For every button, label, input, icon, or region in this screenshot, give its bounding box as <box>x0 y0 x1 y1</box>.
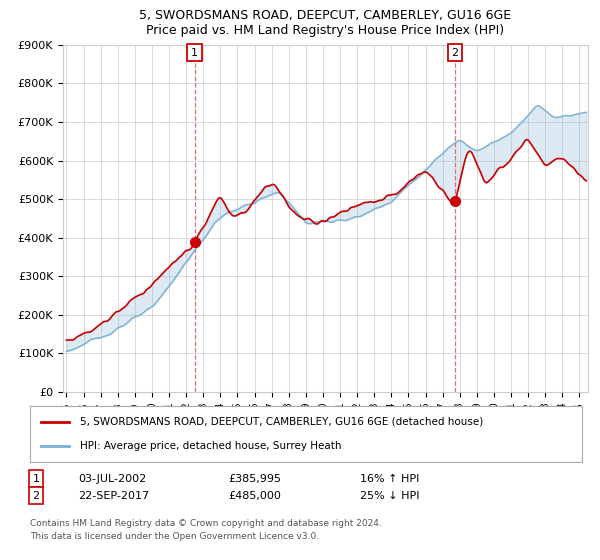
Text: £485,000: £485,000 <box>228 491 281 501</box>
Text: 2: 2 <box>32 491 40 501</box>
Text: 16% ↑ HPI: 16% ↑ HPI <box>360 474 419 484</box>
Text: 25% ↓ HPI: 25% ↓ HPI <box>360 491 419 501</box>
Text: 1: 1 <box>191 48 198 58</box>
Text: This data is licensed under the Open Government Licence v3.0.: This data is licensed under the Open Gov… <box>30 532 319 541</box>
Text: £385,995: £385,995 <box>228 474 281 484</box>
Text: Contains HM Land Registry data © Crown copyright and database right 2024.: Contains HM Land Registry data © Crown c… <box>30 519 382 528</box>
Text: 2: 2 <box>451 48 458 58</box>
Text: 03-JUL-2002: 03-JUL-2002 <box>78 474 146 484</box>
Text: 1: 1 <box>32 474 40 484</box>
Title: 5, SWORDSMANS ROAD, DEEPCUT, CAMBERLEY, GU16 6GE
Price paid vs. HM Land Registry: 5, SWORDSMANS ROAD, DEEPCUT, CAMBERLEY, … <box>139 9 512 37</box>
Text: 5, SWORDSMANS ROAD, DEEPCUT, CAMBERLEY, GU16 6GE (detached house): 5, SWORDSMANS ROAD, DEEPCUT, CAMBERLEY, … <box>80 417 483 427</box>
Text: 22-SEP-2017: 22-SEP-2017 <box>78 491 149 501</box>
Text: HPI: Average price, detached house, Surrey Heath: HPI: Average price, detached house, Surr… <box>80 441 341 451</box>
